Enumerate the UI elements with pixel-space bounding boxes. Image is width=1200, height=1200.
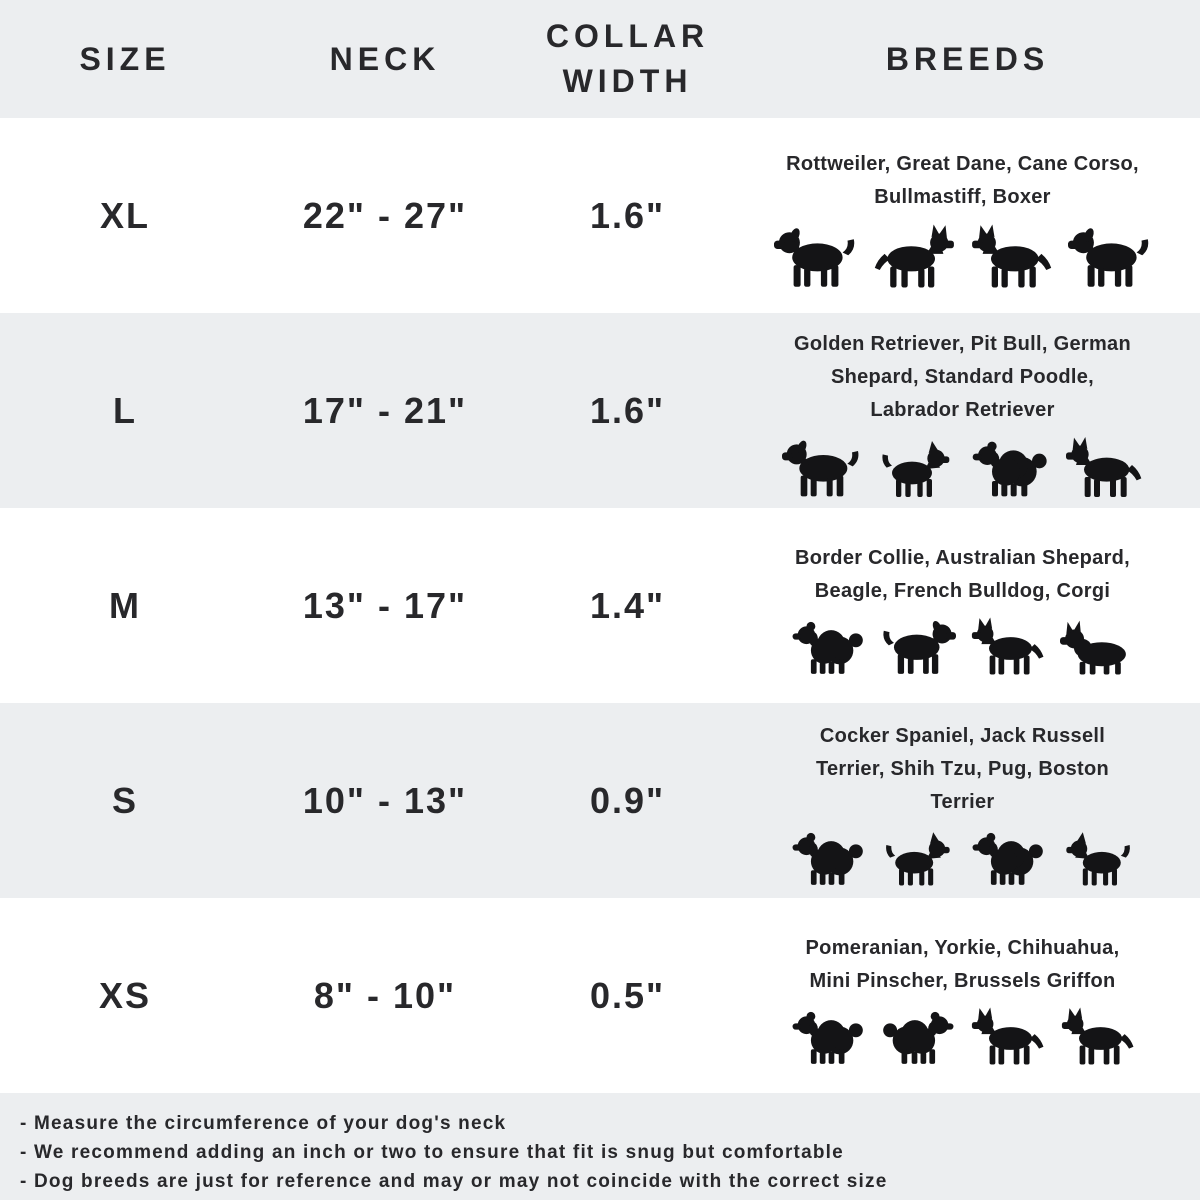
collar-width-value: 0.9" [589, 779, 666, 821]
breeds-list: Golden Retriever, Pit Bull, German Shepa… [794, 333, 1131, 421]
table-row-s: S 10" - 13" 0.9" Cocker Spaniel, Jack Ru… [0, 703, 1200, 898]
german-shepard-icon [1064, 435, 1144, 499]
breeds-cell: Rottweiler, Great Dane, Cane Corso, Bull… [735, 142, 1200, 290]
dog-silhouette-group [790, 1006, 1136, 1066]
size-value: XS [98, 974, 152, 1016]
dog-silhouette-group [790, 827, 1136, 887]
neck-value: 10" - 13" [302, 779, 468, 821]
breeds-list: Cocker Spaniel, Jack Russell Terrier, Sh… [815, 725, 1110, 813]
standard-poodle-icon [970, 435, 1050, 499]
pomeranian-icon [790, 1006, 866, 1066]
corgi-icon [1060, 616, 1136, 676]
neck-value: 8" - 10" [313, 974, 457, 1016]
size-value: S [111, 779, 138, 821]
neck-value: 17" - 21" [302, 389, 468, 431]
breeds-list: Rottweiler, Great Dane, Cane Corso, Bull… [786, 152, 1139, 208]
footnote-reference: - Dog breeds are just for reference and … [20, 1171, 888, 1192]
footnote-measure: - Measure the circumference of your dog'… [20, 1113, 507, 1134]
dog-silhouette-group [790, 616, 1136, 676]
cocker-spaniel-icon [790, 827, 866, 887]
collar-width-value: 1.6" [589, 194, 666, 236]
beagle-icon [880, 616, 956, 676]
great-dane-icon [872, 222, 956, 290]
column-header-breeds: BREEDS [885, 40, 1050, 77]
neck-value: 13" - 17" [302, 584, 468, 626]
breeds-list: Pomeranian, Yorkie, Chihuahua, Mini Pins… [805, 936, 1120, 992]
breeds-cell: Cocker Spaniel, Jack Russell Terrier, Sh… [735, 714, 1200, 887]
french-bulldog-icon [970, 616, 1046, 676]
breeds-cell: Pomeranian, Yorkie, Chihuahua, Mini Pins… [735, 926, 1200, 1066]
shih-tzu-icon [970, 827, 1046, 887]
collar-width-value: 1.6" [589, 389, 666, 431]
dog-silhouette-group [782, 435, 1144, 499]
table-header-row: SIZE NECK COLLAR WIDTH BREEDS [0, 0, 1200, 118]
golden-retriever-icon [782, 435, 862, 499]
collar-width-value: 1.4" [589, 584, 666, 626]
footnotes: - Measure the circumference of your dog'… [0, 1093, 1200, 1200]
breeds-list: Border Collie, Australian Shepard, Beagl… [794, 546, 1131, 602]
size-value: XL [99, 194, 150, 236]
border-collie-icon [790, 616, 866, 676]
size-value: M [109, 584, 141, 626]
jack-russell-terrier-icon [880, 827, 956, 887]
breeds-cell: Border Collie, Australian Shepard, Beagl… [735, 536, 1200, 676]
pit-bull-icon [876, 435, 956, 499]
rottweiler-icon [774, 222, 858, 290]
bullmastiff-icon [1068, 222, 1152, 290]
size-value: L [113, 389, 137, 431]
neck-value: 22" - 27" [302, 194, 468, 236]
column-header-size: SIZE [79, 40, 171, 77]
pug-icon [1060, 827, 1136, 887]
yorkie-icon [880, 1006, 956, 1066]
cane-corso-icon [970, 222, 1054, 290]
column-header-collar-width: COLLAR WIDTH [545, 18, 710, 99]
table-row-m: M 13" - 17" 1.4" Border Collie, Australi… [0, 508, 1200, 703]
chihuahua-icon [970, 1006, 1046, 1066]
collar-width-value: 0.5" [589, 974, 666, 1016]
dog-silhouette-group [774, 222, 1152, 290]
column-header-neck: NECK [329, 40, 441, 77]
table-row-l: L 17" - 21" 1.6" Golden Retriever, Pit B… [0, 313, 1200, 508]
breeds-cell: Golden Retriever, Pit Bull, German Shepa… [735, 322, 1200, 499]
table-row-xs: XS 8" - 10" 0.5" Pomeranian, Yorkie, Chi… [0, 898, 1200, 1093]
table-row-xl: XL 22" - 27" 1.6" Rottweiler, Great Dane… [0, 118, 1200, 313]
mini-pinscher-icon [1060, 1006, 1136, 1066]
footnote-recommend: - We recommend adding an inch or two to … [20, 1142, 844, 1163]
